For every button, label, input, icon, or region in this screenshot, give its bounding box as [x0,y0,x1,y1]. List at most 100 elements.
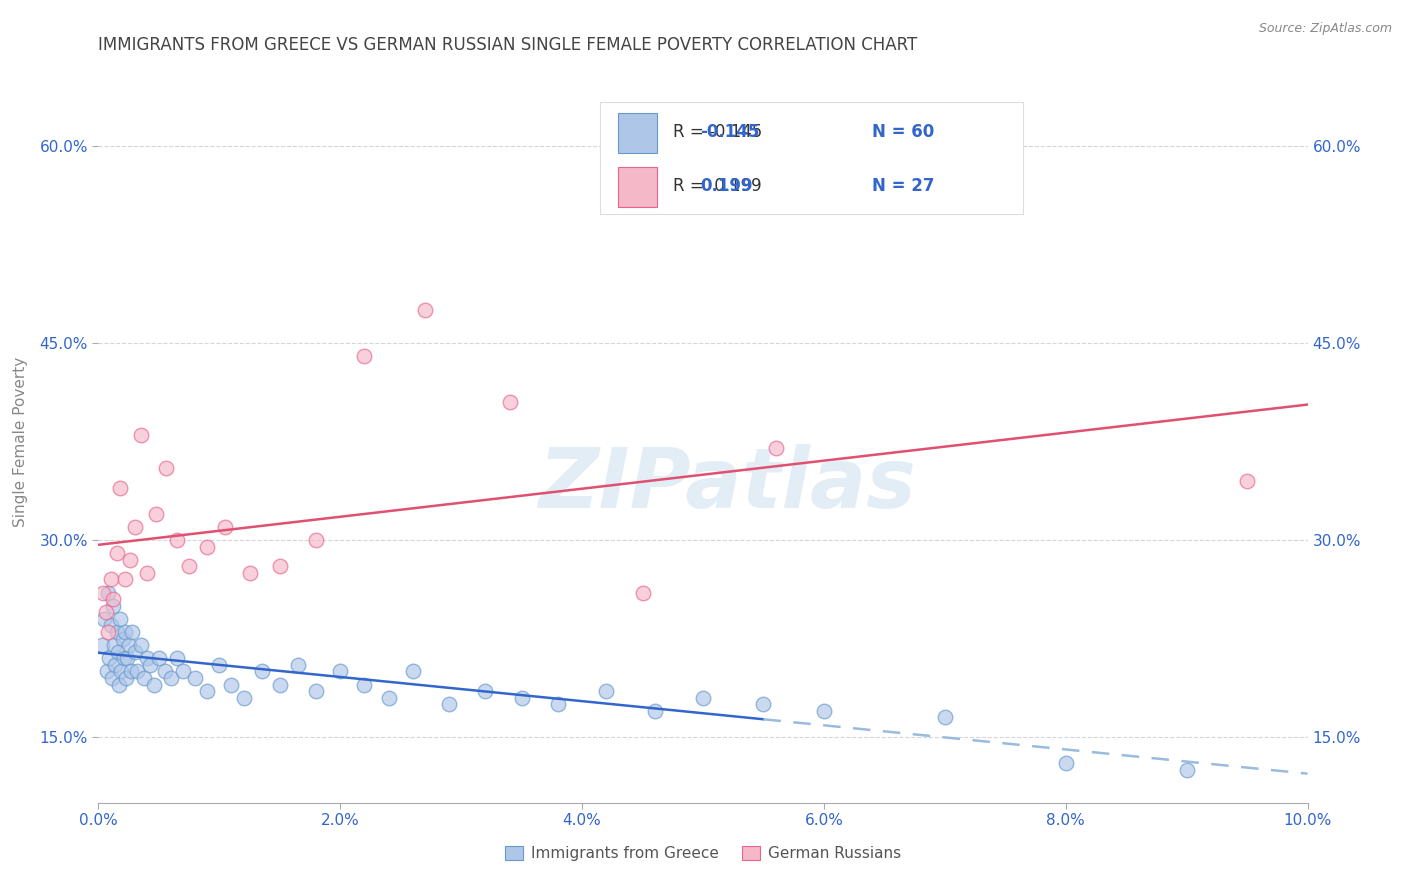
Point [498,395,520,409]
Point [111,632,134,646]
Y-axis label: Single Female Poverty: Single Female Poverty [14,357,28,526]
Point [765,441,787,455]
Point [474,684,496,698]
Point [112,651,135,665]
Point [101,599,124,613]
Point [108,612,131,626]
Point [195,540,218,554]
Point [120,665,142,679]
Point [353,349,375,363]
Point [305,684,328,698]
Point [269,677,291,691]
Point [166,651,188,665]
Point [91,585,114,599]
Point [100,671,122,685]
Point [117,651,139,665]
Text: 0.199: 0.199 [700,178,754,195]
Point [547,698,569,712]
Point [160,671,183,685]
Point [114,573,136,587]
Point [148,651,170,665]
Point [100,573,122,587]
Point [105,546,128,560]
Point [437,698,460,712]
Point [129,428,152,442]
Point [269,559,291,574]
FancyBboxPatch shape [619,167,657,207]
Point [134,671,156,685]
Text: IMMIGRANTS FROM GREECE VS GERMAN RUSSIAN SINGLE FEMALE POVERTY CORRELATION CHART: IMMIGRANTS FROM GREECE VS GERMAN RUSSIAN… [98,36,918,54]
Point [118,553,141,567]
Point [232,690,254,705]
Point [101,592,124,607]
Point [305,533,328,547]
Point [93,612,115,626]
Text: N = 27: N = 27 [872,178,935,195]
Point [172,665,194,679]
Point [195,684,218,698]
Point [107,645,129,659]
Point [1236,474,1258,488]
Point [97,585,120,599]
Point [184,671,207,685]
Point [402,665,425,679]
FancyBboxPatch shape [619,112,657,153]
Point [108,481,131,495]
Legend: Immigrants from Greece, German Russians: Immigrants from Greece, German Russians [499,840,907,867]
Point [644,704,666,718]
Point [118,638,141,652]
Point [377,690,399,705]
Point [813,704,835,718]
Point [631,585,654,599]
Point [135,566,157,580]
Point [94,605,117,619]
Point [115,671,138,685]
Point [934,710,956,724]
Point [104,657,127,672]
Point [124,645,146,659]
Point [214,520,236,534]
Point [145,507,167,521]
Point [239,566,262,580]
FancyBboxPatch shape [600,102,1024,214]
Point [114,625,136,640]
Point [1054,756,1077,771]
Point [155,460,177,475]
Point [98,651,121,665]
Text: R =  0.199: R = 0.199 [672,178,762,195]
Point [287,657,309,672]
Point [129,638,152,652]
Point [91,638,114,652]
Text: R = -0.145: R = -0.145 [672,123,762,141]
Point [103,638,125,652]
Point [97,625,120,640]
Point [124,520,146,534]
Point [510,690,533,705]
Text: -0.145: -0.145 [700,123,761,141]
Point [139,657,162,672]
Point [250,665,273,679]
Point [100,618,122,632]
Point [153,665,176,679]
Point [96,665,118,679]
Point [1175,763,1198,777]
Point [121,625,143,640]
Point [329,665,352,679]
Point [110,665,132,679]
Point [127,665,149,679]
Text: N = 60: N = 60 [872,123,935,141]
Point [135,651,157,665]
Text: ZIPatlas: ZIPatlas [538,444,917,525]
Point [752,698,775,712]
Point [105,625,128,640]
Point [208,657,231,672]
Point [221,677,243,691]
Point [595,684,617,698]
Point [413,303,436,318]
Text: Source: ZipAtlas.com: Source: ZipAtlas.com [1258,22,1392,36]
Point [108,677,131,691]
Point [179,559,201,574]
Point [353,677,375,691]
Point [692,690,714,705]
Point [166,533,188,547]
